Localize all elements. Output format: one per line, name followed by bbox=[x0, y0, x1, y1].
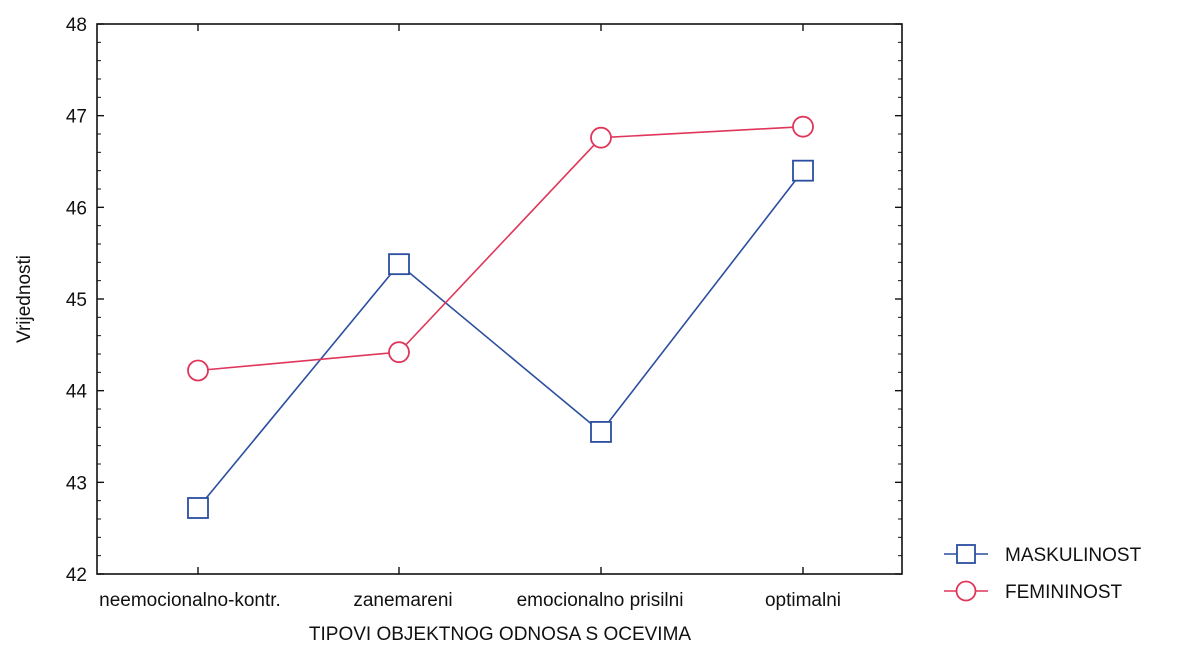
y-tick-label: 47 bbox=[66, 107, 87, 128]
legend-item-maskulinost: MASKULINOST bbox=[944, 544, 1142, 566]
legend: MASKULINOST FEMININOST bbox=[944, 544, 1142, 603]
series-group bbox=[187, 115, 814, 519]
data-point-square bbox=[792, 159, 814, 182]
x-tick-label: optimalni bbox=[765, 590, 841, 611]
data-point-circle bbox=[187, 359, 209, 382]
x-axis-title: TIPOVI OBJEKTNOG ODNOSA S OCEVIMA bbox=[309, 624, 692, 645]
series-line-femininost bbox=[197, 125, 804, 372]
y-tick-labels: 42 43 44 45 46 47 48 bbox=[66, 15, 88, 586]
axis-ticks bbox=[97, 23, 902, 575]
data-point-circle bbox=[590, 126, 612, 149]
y-tick-label: 45 bbox=[66, 290, 87, 311]
legend-circle-marker bbox=[955, 580, 977, 602]
legend-square-marker bbox=[956, 544, 976, 564]
x-tick-labels: neemocionalno-kontr. zanemareni emocionaln… bbox=[99, 590, 841, 611]
data-point-square bbox=[187, 497, 209, 519]
x-tick-label: neemocionalno-kontr. bbox=[99, 590, 281, 611]
y-tick-label: 43 bbox=[66, 473, 87, 494]
x-tick-label: emocionalno prisilni bbox=[517, 590, 684, 611]
legend-item-femininost: FEMININOST bbox=[944, 580, 1123, 603]
legend-label-maskulinost: MASKULINOST bbox=[1005, 545, 1142, 566]
data-point-circle bbox=[388, 341, 410, 364]
legend-label-femininost: FEMININOST bbox=[1005, 582, 1123, 603]
x-tick-label: zanemareni bbox=[353, 590, 452, 611]
data-point-circle bbox=[792, 115, 814, 138]
y-tick-label: 42 bbox=[66, 565, 87, 586]
y-tick-label: 44 bbox=[66, 382, 88, 403]
plot-area bbox=[96, 23, 903, 575]
y-tick-label: 48 bbox=[66, 15, 87, 36]
y-tick-label: 46 bbox=[66, 198, 87, 219]
y-axis-title: Vrijednosti bbox=[14, 255, 35, 343]
data-point-square bbox=[590, 421, 612, 443]
data-point-square bbox=[388, 253, 410, 276]
series-line-maskulinost bbox=[197, 170, 804, 509]
